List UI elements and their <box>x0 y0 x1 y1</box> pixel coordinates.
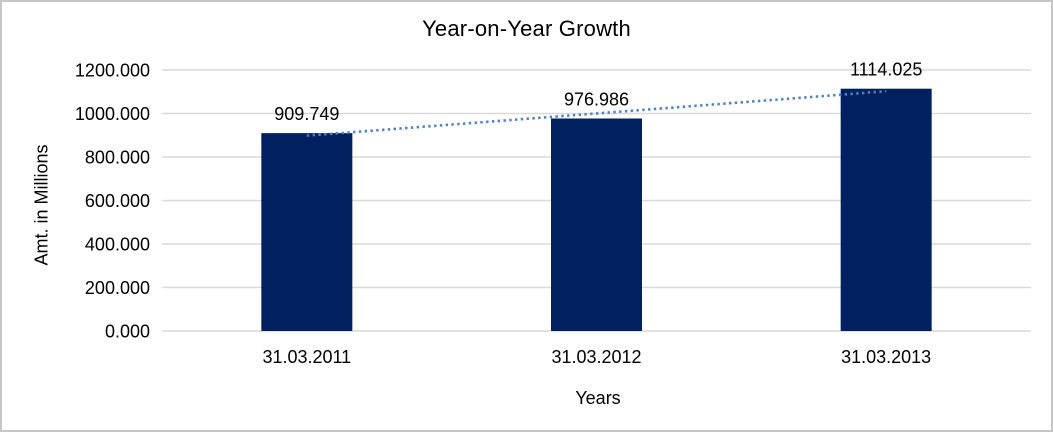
x-tick-label: 31.03.2012 <box>551 347 641 367</box>
trendline <box>306 89 887 137</box>
bar <box>551 118 642 331</box>
y-tick-label: 0.000 <box>105 322 150 342</box>
data-label: 1114.025 <box>850 60 922 80</box>
x-axis-title: Years <box>575 388 621 408</box>
bar <box>840 88 932 332</box>
y-tick-label: 600.000 <box>85 191 150 211</box>
bar <box>261 133 353 331</box>
chart-title: Year-on-Year Growth <box>422 16 631 41</box>
y-tick-label: 1200.000 <box>75 61 150 81</box>
data-label: 909.749 <box>274 104 339 124</box>
y-tick-label: 200.000 <box>85 278 150 298</box>
x-tick-label: 31.03.2011 <box>262 347 351 367</box>
x-tick-label: 31.03.2013 <box>841 347 931 367</box>
y-tick-label: 400.000 <box>85 235 150 255</box>
data-label: 976.986 <box>564 90 629 110</box>
y-tick-label: 800.000 <box>85 148 150 168</box>
y-tick-label: 1000.000 <box>75 104 150 124</box>
